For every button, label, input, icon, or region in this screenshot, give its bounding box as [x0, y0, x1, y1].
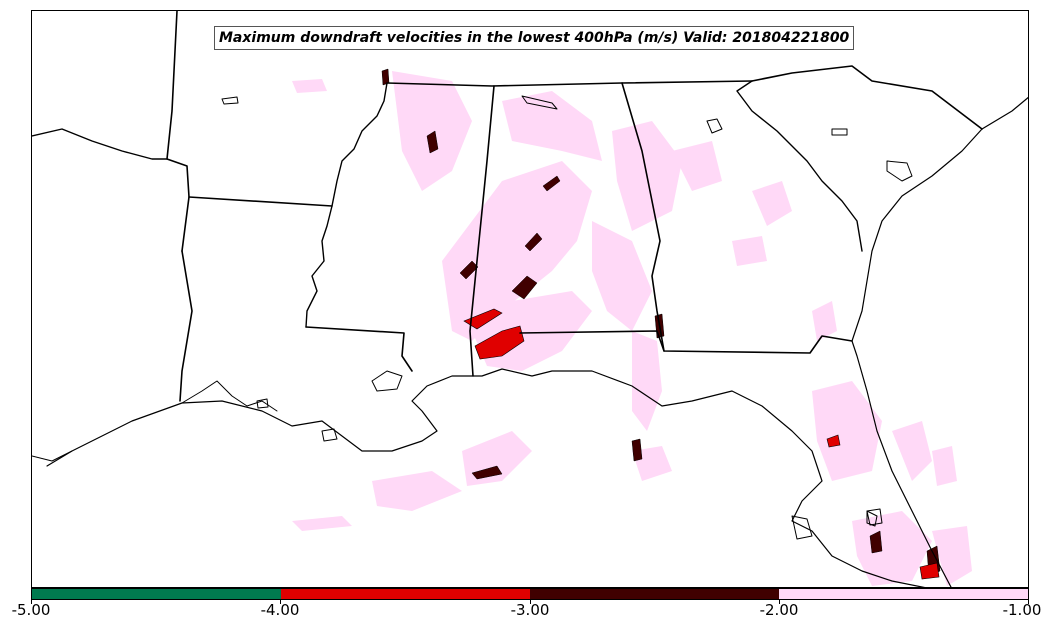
weak-patch — [502, 91, 602, 161]
colorbar-segment — [530, 589, 779, 599]
map-panel: Maximum downdraft velocities in the lowe… — [31, 10, 1029, 588]
state-border — [621, 82, 665, 352]
weak-patch — [752, 181, 792, 226]
colorbar-segment — [281, 589, 530, 599]
coastline — [32, 450, 73, 462]
colorbar-label: -5.00 — [11, 601, 51, 619]
colorbar — [31, 588, 1029, 600]
colorbar-label: -2.00 — [759, 601, 799, 619]
strong-patch — [474, 325, 525, 360]
moderate-patch — [471, 465, 503, 480]
lake — [866, 510, 878, 527]
moderate-patch — [542, 175, 561, 192]
weak-patch — [932, 446, 957, 486]
colorbar-segment — [779, 589, 1028, 599]
state-border — [166, 11, 190, 252]
weak-patch — [292, 516, 352, 531]
lake — [886, 160, 913, 182]
colorbar-tick — [530, 600, 531, 604]
weak-patch — [892, 421, 932, 481]
colorbar-tick — [280, 600, 281, 604]
moderate-patch — [869, 530, 883, 554]
weak-patch — [732, 236, 767, 266]
lake — [256, 398, 269, 409]
lake — [221, 96, 239, 105]
weak-patch — [372, 471, 462, 511]
weak-patch — [392, 71, 472, 191]
state-border — [305, 82, 388, 328]
state-border — [32, 128, 168, 160]
weak-patch — [672, 141, 722, 191]
strong-patch — [919, 562, 940, 580]
state-border — [179, 250, 193, 402]
downdraft-shading — [292, 68, 972, 586]
state-border — [751, 65, 983, 130]
state-border — [736, 80, 863, 252]
state-border — [305, 326, 413, 372]
weak-patch — [632, 331, 662, 431]
weak-patch — [812, 381, 882, 481]
weak-patch — [932, 526, 972, 586]
colorbar-label: -1.00 — [1002, 601, 1042, 619]
coastline — [371, 370, 403, 392]
lake — [831, 128, 848, 136]
coastline — [181, 380, 278, 412]
moderate-patch — [524, 232, 543, 252]
coastline — [851, 96, 1028, 587]
colorbar-segment — [32, 589, 281, 599]
lake — [866, 508, 883, 526]
lake — [521, 95, 558, 110]
weak-patch — [462, 431, 532, 486]
weak-patch — [632, 446, 672, 481]
strong-patch — [826, 434, 841, 448]
weak-patch — [852, 511, 932, 586]
colorbar-label: -4.00 — [260, 601, 300, 619]
state-border — [386, 80, 753, 87]
moderate-patch — [459, 260, 479, 280]
state-and-coast-lines — [32, 11, 1028, 587]
map-title: Maximum downdraft velocities in the lowe… — [214, 26, 855, 50]
colorbar-tick — [779, 600, 780, 604]
lake — [321, 428, 338, 442]
strong-patch — [463, 308, 503, 330]
coastline — [46, 368, 926, 587]
colorbar-label: -3.00 — [510, 601, 550, 619]
weak-patch — [812, 301, 837, 341]
moderate-patch — [426, 130, 439, 154]
state-border — [519, 330, 853, 354]
colorbar-tick — [31, 600, 32, 604]
moderate-patch — [511, 275, 538, 300]
lake — [706, 118, 723, 134]
state-border — [188, 196, 333, 207]
moderate-patch — [631, 438, 643, 462]
lake — [791, 515, 813, 540]
weak-patch — [592, 221, 652, 331]
weak-patch — [292, 79, 327, 93]
colorbar-tick — [1028, 600, 1029, 604]
weak-patch — [442, 161, 592, 341]
state-border — [469, 85, 495, 377]
map-canvas — [32, 11, 1028, 587]
